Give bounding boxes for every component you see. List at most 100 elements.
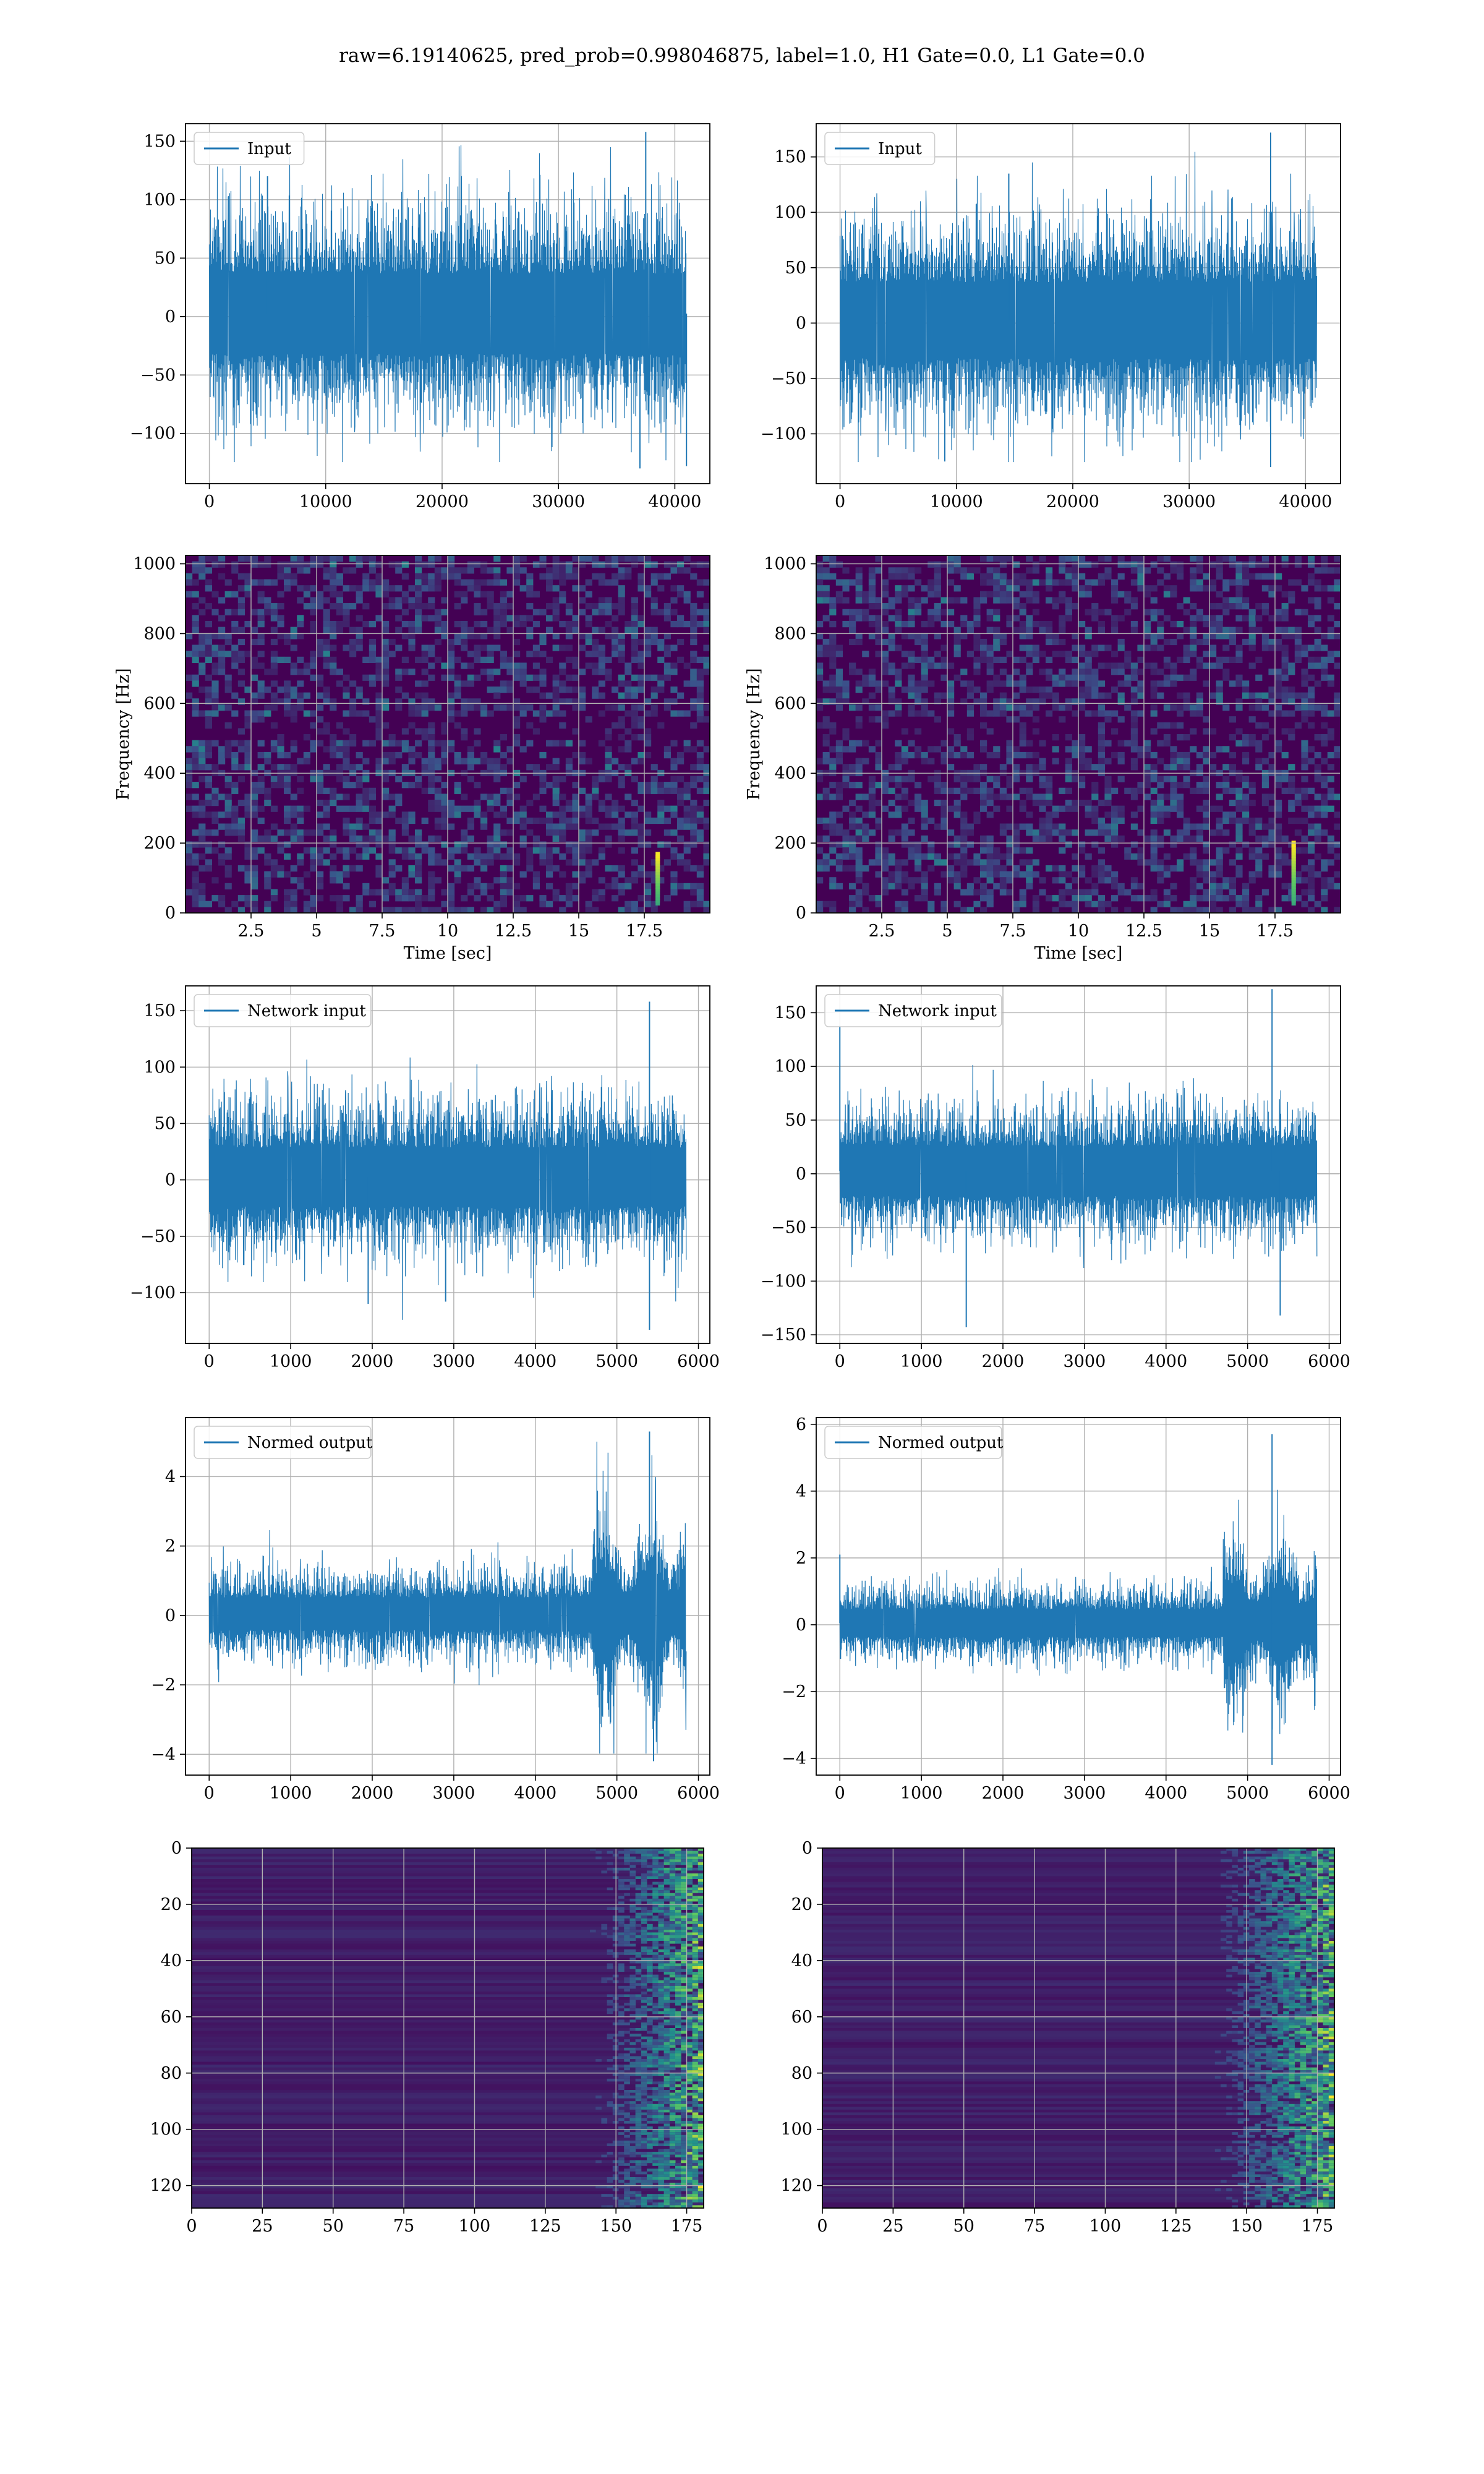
heatmap-cell xyxy=(415,835,422,842)
heatmap-cell xyxy=(927,585,935,592)
heatmap-cell xyxy=(657,573,665,580)
heatmap-cell xyxy=(546,573,553,580)
figure-title: raw=6.19140625, pred_prob=0.998046875, l… xyxy=(339,45,1145,67)
heatmap-cell xyxy=(1150,889,1158,896)
heatmap-cell xyxy=(539,787,547,794)
heatmap-cell xyxy=(669,1870,676,1874)
heatmap-cell xyxy=(277,829,284,836)
heatmap-cell xyxy=(506,669,514,675)
heatmap-cell xyxy=(539,853,547,860)
heatmap-cell xyxy=(237,829,245,836)
heatmap-cell xyxy=(454,758,461,764)
heatmap-cell xyxy=(461,644,468,651)
heatmap-cell xyxy=(1255,871,1263,878)
heatmap-cell xyxy=(1059,627,1066,633)
heatmap-cell xyxy=(237,597,245,604)
heatmap-cell xyxy=(1177,633,1184,640)
heatmap-cell xyxy=(921,680,928,687)
heatmap-cell xyxy=(816,573,824,580)
heatmap-cell xyxy=(1216,871,1223,878)
heatmap-cell xyxy=(585,865,592,872)
heatmap-cell xyxy=(999,865,1007,872)
heatmap-cell xyxy=(428,662,435,669)
heatmap-cell xyxy=(1222,877,1230,884)
heatmap-cell xyxy=(822,591,830,598)
heatmap-cell xyxy=(415,627,422,633)
heatmap-cell xyxy=(454,674,461,681)
heatmap-cell xyxy=(297,758,304,764)
heatmap-cell xyxy=(565,603,573,610)
heatmap-cell xyxy=(618,776,625,782)
heatmap-cell xyxy=(829,764,837,771)
heatmap-cell xyxy=(855,901,863,907)
heatmap-cell xyxy=(448,669,455,675)
heatmap-cell xyxy=(1327,859,1334,866)
heatmap-cell xyxy=(663,633,671,640)
heatmap-cell xyxy=(1255,853,1263,860)
heatmap-cell xyxy=(690,573,697,580)
heatmap-cell xyxy=(1196,907,1203,914)
heatmap-cell xyxy=(625,567,632,574)
heatmap-cell xyxy=(618,835,625,842)
heatmap-cell xyxy=(303,847,310,854)
heatmap-cell xyxy=(415,692,422,699)
heatmap-cell xyxy=(1013,656,1020,663)
heatmap-cell xyxy=(1104,782,1112,789)
heatmap-cell xyxy=(1321,811,1328,818)
heatmap-cell xyxy=(1209,561,1217,568)
heatmap-cell xyxy=(1281,883,1289,890)
heatmap-cell xyxy=(1137,567,1145,574)
heatmap-cell xyxy=(270,662,278,669)
heatmap-cell xyxy=(1308,644,1315,651)
heatmap-cell xyxy=(1183,627,1190,633)
heatmap-cell xyxy=(631,620,638,628)
heatmap-cell xyxy=(585,805,592,812)
heatmap-cell xyxy=(310,603,317,610)
heatmap-cell xyxy=(237,656,245,663)
heatmap-cell xyxy=(310,662,317,669)
heatmap-cell xyxy=(980,740,987,747)
heatmap-cell xyxy=(940,859,948,866)
heatmap-cell xyxy=(657,787,665,794)
heatmap-cell xyxy=(940,692,948,699)
heatmap-cell xyxy=(513,811,521,818)
x-tick-label: 10 xyxy=(437,922,458,941)
heatmap-cell xyxy=(493,776,501,782)
heatmap-cell xyxy=(1104,555,1112,562)
heatmap-cell xyxy=(1117,615,1125,622)
heatmap-cell xyxy=(953,853,961,860)
heatmap-cell xyxy=(618,674,625,681)
heatmap-cell xyxy=(461,865,468,872)
heatmap-cell xyxy=(999,680,1007,687)
heatmap-cell xyxy=(1235,585,1243,592)
heatmap-cell xyxy=(966,620,974,628)
heatmap-cell xyxy=(901,901,908,907)
heatmap-cell xyxy=(539,776,547,782)
heatmap-cell xyxy=(1059,895,1066,902)
heatmap-cell xyxy=(888,633,895,640)
heatmap-cell xyxy=(1183,674,1190,681)
heatmap-cell xyxy=(467,633,474,640)
heatmap-cell xyxy=(1235,698,1243,705)
heatmap-cell xyxy=(559,829,566,836)
heatmap-cell xyxy=(1334,871,1341,878)
heatmap-cell xyxy=(415,901,422,907)
heatmap-cell xyxy=(868,692,876,699)
heatmap-cell xyxy=(849,620,856,628)
heatmap-cell xyxy=(454,692,461,699)
heatmap-cell xyxy=(572,573,579,580)
heatmap-cell xyxy=(559,776,566,782)
heatmap-cell xyxy=(186,746,193,753)
heatmap-cell xyxy=(251,716,258,723)
heatmap-cell xyxy=(816,847,824,854)
heatmap-cell xyxy=(343,847,350,854)
heatmap-cell xyxy=(1019,889,1026,896)
heatmap-cell xyxy=(349,835,357,842)
heatmap-cell xyxy=(1275,811,1282,818)
heatmap-cell xyxy=(868,799,876,807)
heatmap-cell xyxy=(675,1859,681,1863)
heatmap-cell xyxy=(513,674,521,681)
heatmap-cell xyxy=(966,651,974,657)
heatmap-cell xyxy=(284,817,291,824)
heatmap-cell xyxy=(677,799,684,807)
